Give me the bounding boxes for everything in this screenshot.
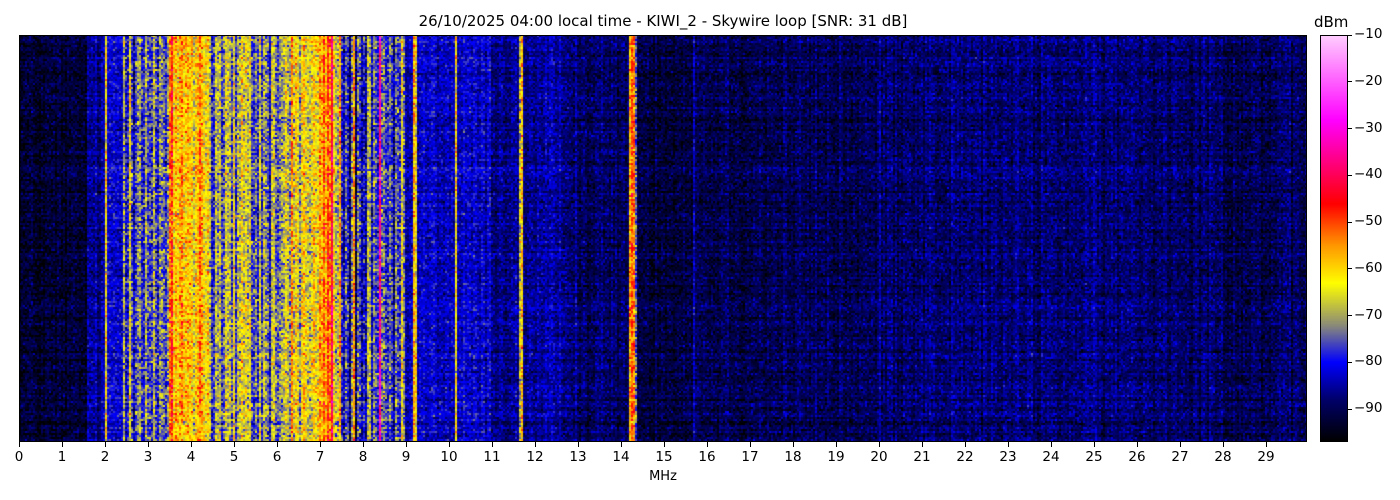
x-tick-mark: [1093, 442, 1095, 447]
x-tick-label: 24: [1042, 449, 1060, 465]
colorbar-tick-label: −90: [1354, 400, 1383, 417]
colorbar-tick-label: −30: [1354, 119, 1383, 136]
x-tick-label: 29: [1257, 449, 1275, 465]
x-tick-mark: [104, 442, 106, 447]
colorbar-tick-mark: [1347, 268, 1352, 270]
x-tick-label: 19: [827, 449, 845, 465]
x-tick-label: 13: [569, 449, 587, 465]
x-tick-mark: [18, 442, 20, 447]
colorbar-tick-mark: [1347, 128, 1352, 130]
x-tick-label: 7: [315, 449, 325, 465]
x-tick-mark: [577, 442, 579, 447]
x-tick-label: 10: [440, 449, 458, 465]
colorbar-tick-label: −70: [1354, 306, 1383, 323]
x-tick-mark: [921, 442, 923, 447]
colorbar-tick-mark: [1347, 361, 1352, 363]
x-tick-label: 27: [1171, 449, 1189, 465]
colorbar-tick-mark: [1347, 81, 1352, 83]
x-tick-mark: [405, 442, 407, 447]
colorbar-tick-mark: [1347, 315, 1352, 317]
x-tick-mark: [534, 442, 536, 447]
x-tick-mark: [964, 442, 966, 447]
x-tick-mark: [448, 442, 450, 447]
x-tick-mark: [835, 442, 837, 447]
colorbar: [1320, 35, 1348, 442]
x-tick-label: 12: [526, 449, 544, 465]
x-tick-label: 8: [358, 449, 368, 465]
colorbar-label: dBm: [1314, 13, 1349, 31]
x-tick-mark: [61, 442, 63, 447]
x-tick-mark: [792, 442, 794, 447]
x-tick-label: 1: [57, 449, 67, 465]
colorbar-tick-label: −20: [1354, 72, 1383, 89]
x-tick-label: 11: [483, 449, 501, 465]
x-tick-label: 15: [655, 449, 673, 465]
colorbar-tick-label: −80: [1354, 353, 1383, 370]
x-tick-label: 4: [186, 449, 196, 465]
x-tick-mark: [1050, 442, 1052, 447]
x-tick-mark: [620, 442, 622, 447]
x-tick-mark: [233, 442, 235, 447]
waterfall-heatmap: [19, 35, 1307, 442]
x-tick-label: 3: [143, 449, 153, 465]
x-tick-mark: [362, 442, 364, 447]
colorbar-tick-mark: [1347, 34, 1352, 36]
colorbar-tick-mark: [1347, 221, 1352, 223]
x-tick-mark: [276, 442, 278, 447]
x-tick-mark: [1265, 442, 1267, 447]
x-tick-mark: [1222, 442, 1224, 447]
x-tick-label: 28: [1214, 449, 1232, 465]
x-tick-label: 9: [401, 449, 411, 465]
x-tick-mark: [706, 442, 708, 447]
x-tick-mark: [1007, 442, 1009, 447]
x-tick-mark: [1136, 442, 1138, 447]
x-tick-mark: [663, 442, 665, 447]
colorbar-tick-label: −50: [1354, 213, 1383, 230]
plot-frame: [19, 35, 1307, 442]
x-tick-label: 22: [956, 449, 974, 465]
x-tick-mark: [147, 442, 149, 447]
colorbar-tick-mark: [1347, 408, 1352, 410]
x-tick-label: 2: [100, 449, 110, 465]
x-tick-mark: [190, 442, 192, 447]
colorbar-tick-label: −60: [1354, 259, 1383, 276]
x-tick-mark: [319, 442, 321, 447]
x-tick-label: 20: [870, 449, 888, 465]
x-tick-label: 23: [999, 449, 1017, 465]
x-tick-mark: [749, 442, 751, 447]
x-tick-mark: [491, 442, 493, 447]
colorbar-tick-label: −40: [1354, 166, 1383, 183]
x-tick-label: 5: [229, 449, 239, 465]
colorbar-tick-mark: [1347, 174, 1352, 176]
x-tick-label: 25: [1085, 449, 1103, 465]
x-tick-label: 16: [698, 449, 716, 465]
chart-title: 26/10/2025 04:00 local time - KIWI_2 - S…: [418, 12, 908, 30]
x-tick-label: 21: [913, 449, 931, 465]
x-tick-label: 18: [784, 449, 802, 465]
x-tick-label: 17: [741, 449, 759, 465]
x-axis-label: MHz: [649, 469, 677, 484]
x-tick-mark: [1179, 442, 1181, 447]
x-tick-mark: [878, 442, 880, 447]
x-tick-label: 0: [14, 449, 24, 465]
colorbar-tick-label: −10: [1354, 26, 1383, 42]
x-tick-label: 26: [1128, 449, 1146, 465]
x-tick-label: 14: [612, 449, 630, 465]
x-tick-label: 6: [272, 449, 282, 465]
